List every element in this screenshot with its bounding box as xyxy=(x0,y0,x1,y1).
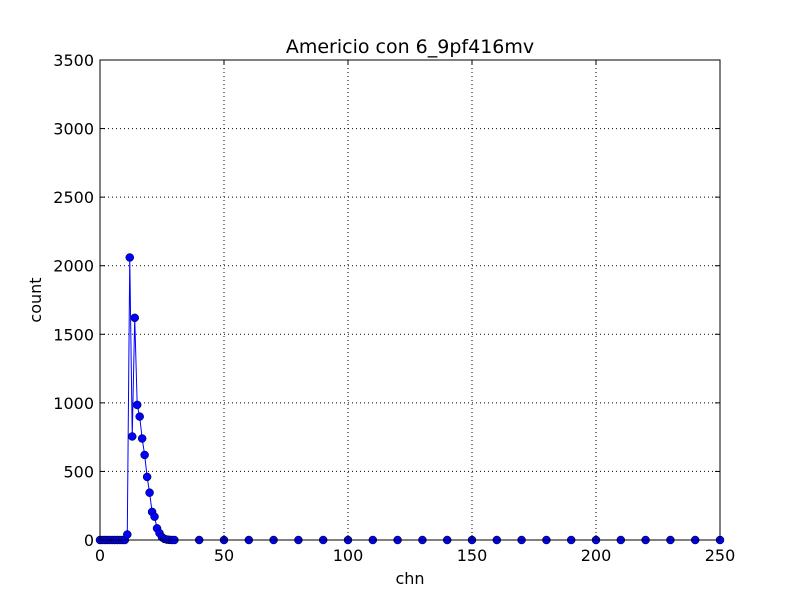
data-point xyxy=(123,530,132,539)
x-tick-label: 200 xyxy=(581,546,612,565)
data-point xyxy=(140,450,149,460)
data-point xyxy=(150,512,159,521)
data-point xyxy=(127,432,137,441)
data-point xyxy=(135,412,144,421)
y-tick-label: 1000 xyxy=(53,394,94,413)
y-tick-label: 500 xyxy=(63,462,94,481)
data-point xyxy=(130,313,139,323)
axis-ticks: 0 50 100 150 200 2500500100015002000250030003… xyxy=(53,51,735,565)
data-point xyxy=(145,488,154,497)
y-tick-label: 2000 xyxy=(53,257,94,276)
y-tick-label: 2500 xyxy=(53,188,94,207)
x-axis-label: chn xyxy=(395,569,424,588)
y-tick-label: 3000 xyxy=(53,120,94,139)
data-point xyxy=(137,434,147,443)
x-tick-label: 100 xyxy=(333,546,364,565)
plot-frame xyxy=(99,59,721,541)
chart-title: Americio con 6_9pf416mv xyxy=(286,36,534,58)
x-tick-label: 50 xyxy=(214,546,234,565)
data-point xyxy=(132,400,142,410)
y-tick-label: 3500 xyxy=(53,51,94,70)
x-tick-label: 0 xyxy=(95,546,105,565)
y-axis-label: count xyxy=(26,277,45,322)
x-tick-label: 150 xyxy=(457,546,488,565)
y-tick-label: 0 xyxy=(84,531,94,550)
grid-lines xyxy=(100,60,720,540)
data-point xyxy=(142,472,152,482)
data-point xyxy=(125,253,135,262)
x-tick-label: 250 xyxy=(705,546,736,565)
y-tick-label: 1500 xyxy=(53,325,94,344)
